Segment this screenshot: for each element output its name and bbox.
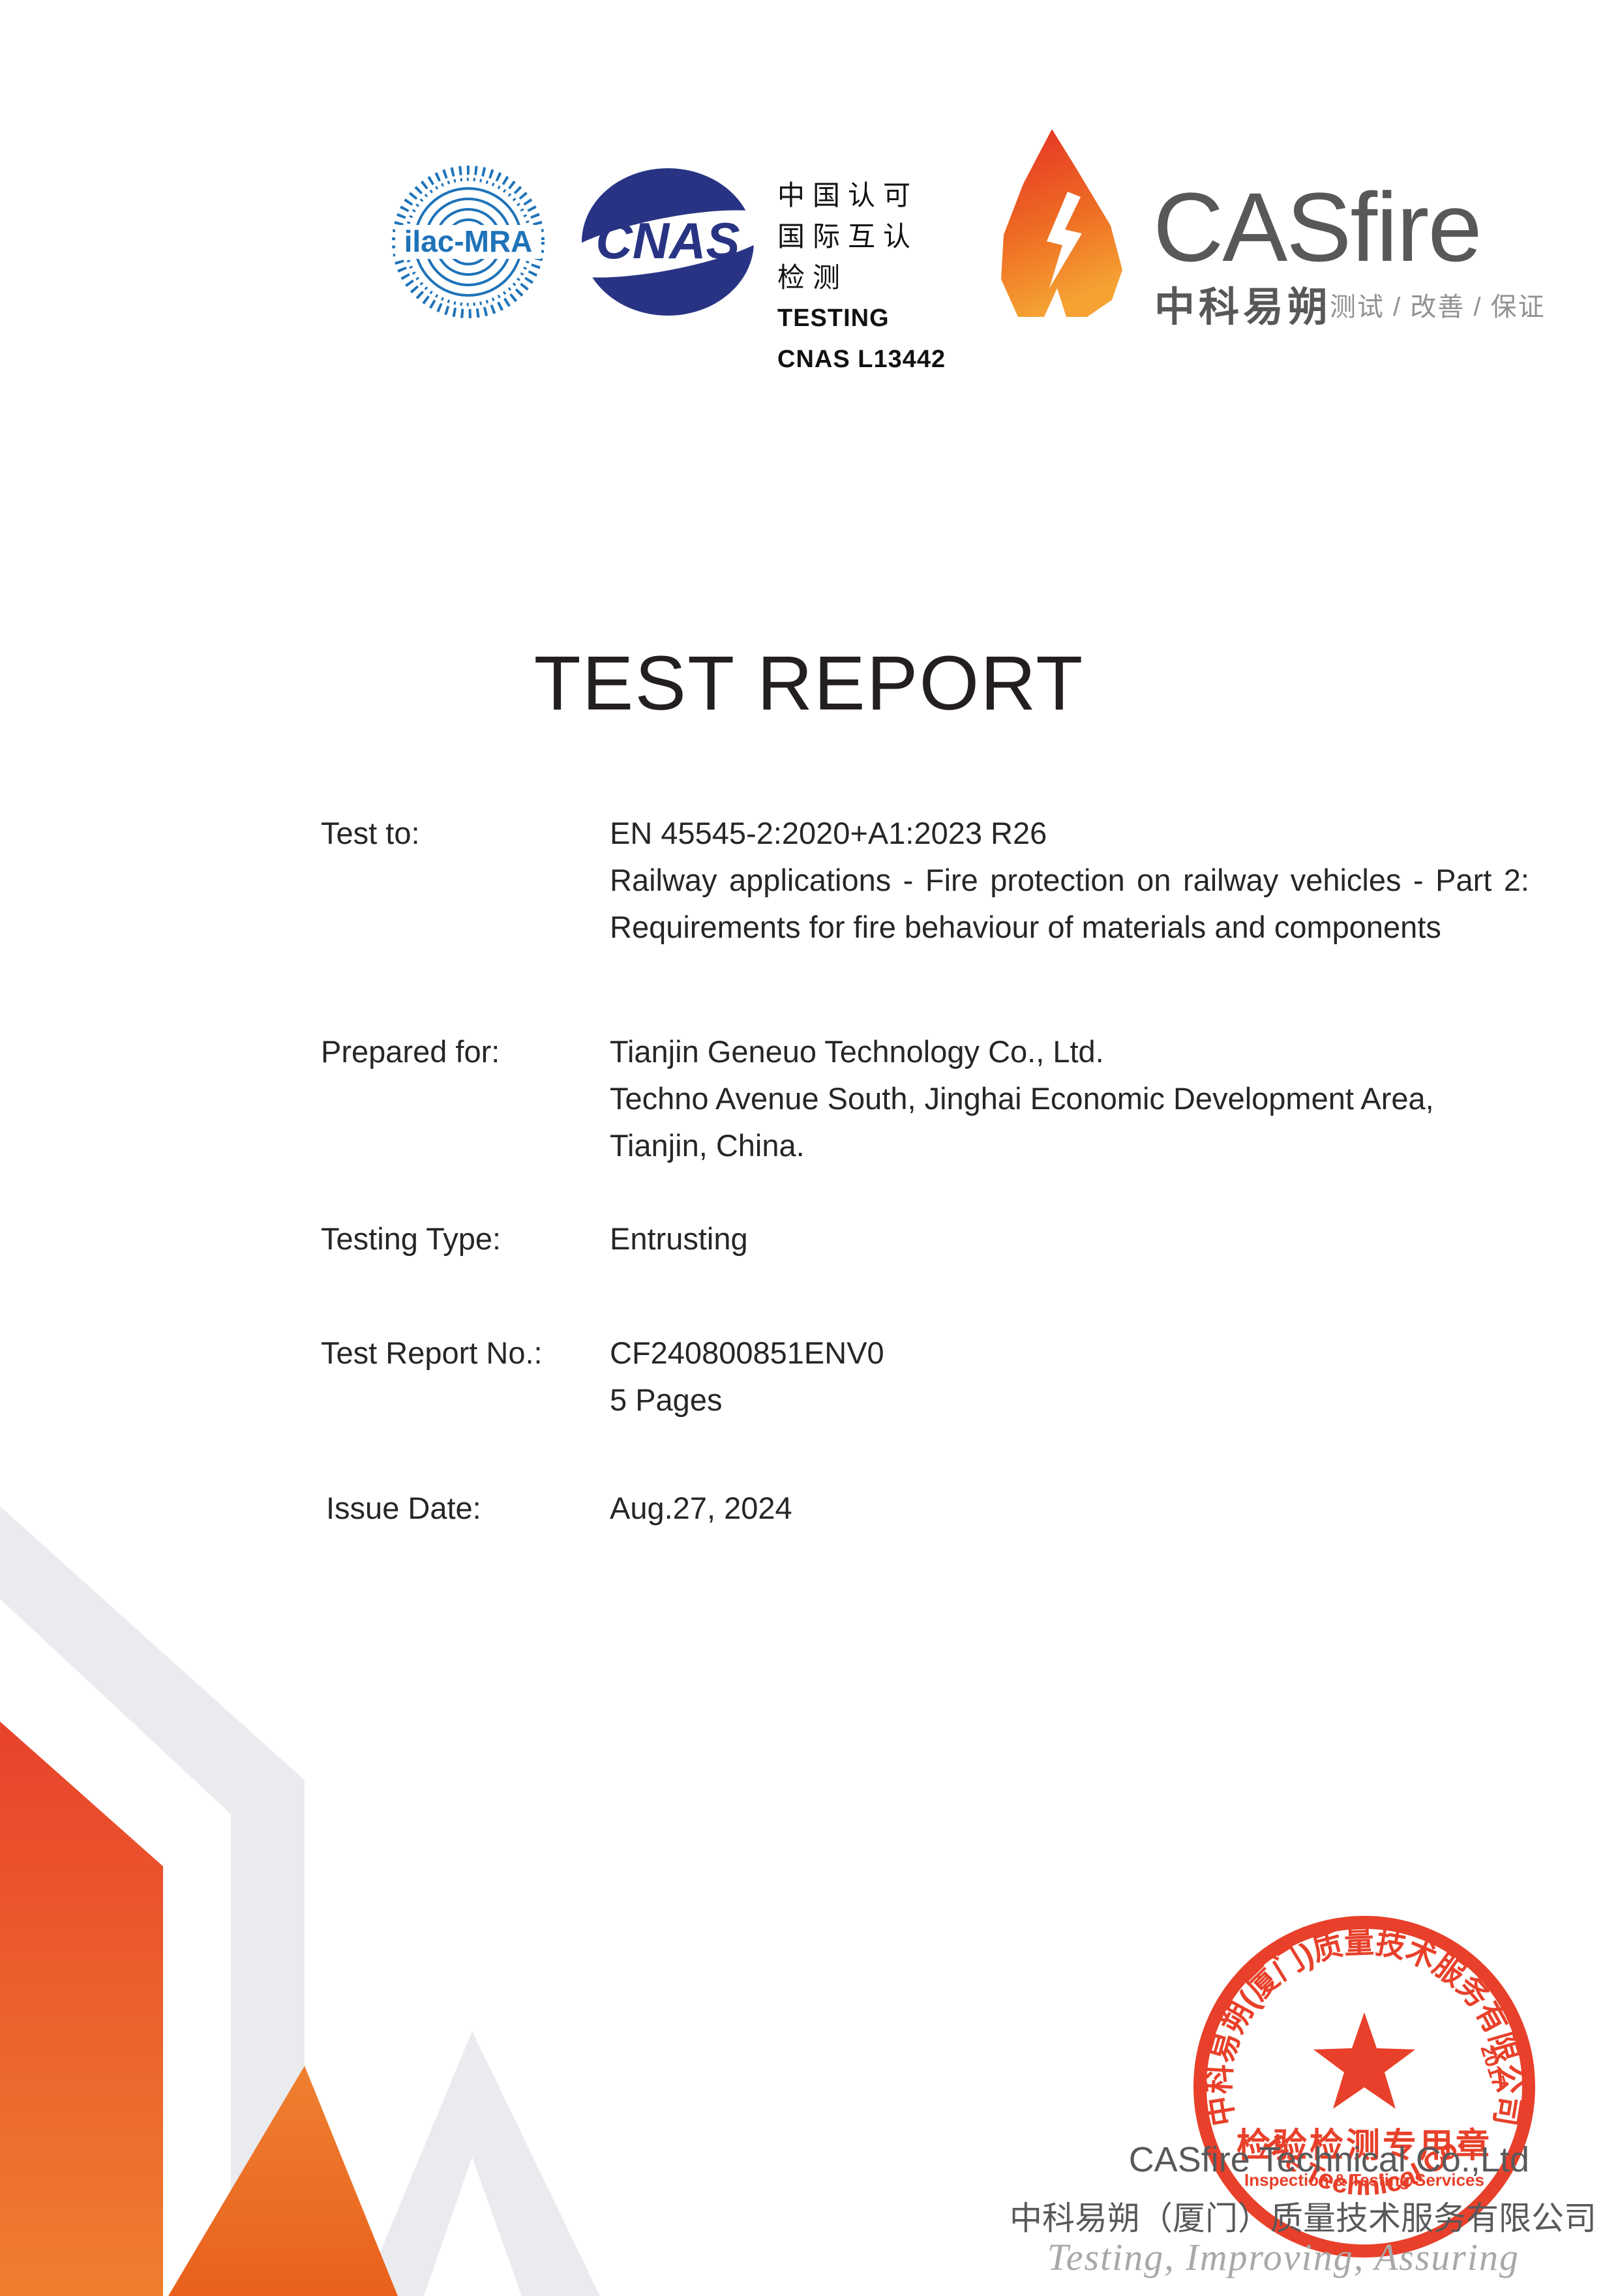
client-address-line1: Techno Avenue South, Jinghai Economic De… — [610, 1081, 1434, 1116]
cnas-logo: CNAS — [580, 168, 755, 316]
accreditation-line: TESTING — [777, 305, 890, 332]
report-pages: 5 Pages — [610, 1382, 723, 1417]
seal-center-english: Inspection & Testing Services — [1244, 2170, 1484, 2190]
field-label-testing-type: Testing Type: — [321, 1221, 502, 1256]
field-label-prepared-for: Prepared for: — [321, 1034, 500, 1069]
test-standard: EN 45545-2:2020+A1:2023 R26 — [610, 816, 1047, 850]
page-title: TEST REPORT — [533, 640, 1085, 726]
ilac-mra-logo: ilac-MRA — [392, 166, 545, 318]
report-number: CF240800851ENV0 — [610, 1335, 884, 1370]
flame-icon — [1001, 129, 1122, 317]
field-value-test-to: EN 45545-2:2020+A1:2023 R26 Railway appl… — [610, 810, 1529, 951]
accreditation-line: 国际互认 — [777, 221, 919, 252]
ilac-text-band — [395, 225, 541, 259]
gray-mountain — [362, 2031, 600, 2296]
accreditation-line: CNAS L13442 — [777, 346, 946, 373]
client-address-line2: Tianjin, China. — [610, 1128, 805, 1163]
brand-tagline: 测试 / 改善 / 保证 — [1330, 293, 1546, 321]
seal-center-chinese: 检验检测专用章 — [1236, 2126, 1492, 2165]
orange-band — [0, 1722, 163, 2296]
field-value-prepared-for: Tianjin Geneuo Technology Co., Ltd. Tech… — [610, 1028, 1529, 1169]
signoff-slogan: Testing, Improving, Assuring — [1047, 2236, 1520, 2278]
seal-star — [1313, 2012, 1415, 2109]
field-value-report-no: CF240800851ENV0 5 Pages — [610, 1330, 1529, 1424]
stamp-seal: 中科易朔(厦门)质量技术服务有限公司 检验检测专用章 Inspection & … — [1167, 1891, 1535, 2258]
signoff-company-cn: 中科易朔（厦门）质量技术服务有限公司 — [1010, 2200, 1596, 2237]
cnas-label: CNAS — [595, 212, 740, 269]
accreditation-text: 中国认可 国际互认 检测 TESTING CNAS L13442 — [777, 175, 946, 380]
ilac-mra-label: ilac-MRA — [404, 224, 533, 258]
accreditation-line: 检测 — [777, 262, 848, 293]
test-standard-description: Railway applications - Fire protection o… — [610, 863, 1529, 944]
brand-wordmark: CASfire — [1153, 172, 1482, 282]
mountain-notch — [424, 2157, 522, 2296]
field-value-testing-type: Entrusting — [610, 1221, 748, 1256]
client-company: Tianjin Geneuo Technology Co., Ltd. — [610, 1034, 1104, 1069]
signoff-company-en: CASfire Technical Co.,Ltd — [1128, 2140, 1529, 2179]
field-label-issue-date: Issue Date: — [326, 1491, 481, 1525]
field-label-report-no: Test Report No.: — [321, 1335, 543, 1370]
field-label-test-to: Test to: — [321, 816, 420, 850]
field-value-issue-date: Aug.27, 2024 — [610, 1491, 792, 1525]
orange-triangle — [168, 2066, 398, 2296]
accreditation-line: 中国认可 — [777, 180, 919, 211]
decorative-shapes — [0, 1506, 600, 2296]
brand-name-chinese: 中科易朔 — [1154, 285, 1332, 330]
seal-ring — [1193, 1916, 1535, 2258]
